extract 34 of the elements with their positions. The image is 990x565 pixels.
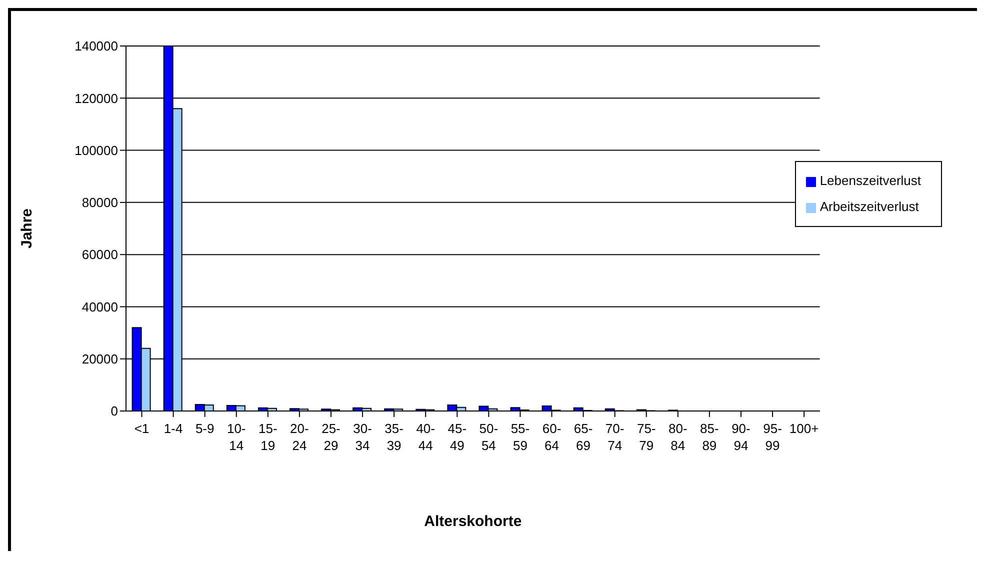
x-tick-label: 70-74 (605, 421, 624, 453)
x-tick-label: 100+ (789, 421, 819, 436)
x-tick-label: 40-44 (416, 421, 436, 453)
y-tick-label: 40000 (82, 299, 118, 314)
y-tick-label: 120000 (74, 90, 118, 106)
x-tick-label: 75-79 (636, 421, 656, 453)
x-tick-label: 50-54 (479, 421, 498, 453)
x-tick-label: 45-49 (448, 421, 467, 453)
x-axis-title: Alterskohorte (424, 513, 522, 530)
legend-label: Arbeitszeitverlust (820, 199, 919, 214)
x-tick-label: 80-84 (668, 421, 688, 453)
x-tick-label: 55-59 (510, 421, 530, 453)
x-tick-label: 20-24 (290, 421, 309, 453)
x-tick-label: 1-4 (164, 421, 183, 436)
x-tick-label: 60-64 (542, 421, 562, 453)
y-axis-title: Jahre (18, 208, 36, 249)
x-tick-label: 65-69 (574, 421, 593, 453)
x-tick-label: 25-29 (322, 421, 340, 453)
y-tick-label: 60000 (82, 247, 118, 262)
legend-label: Lebenszeitverlust (820, 173, 921, 188)
x-tick-label: 15-19 (258, 421, 278, 453)
y-tick-label: 20000 (82, 351, 118, 366)
x-tick-label: <1 (134, 421, 150, 436)
y-tick-label: 100000 (74, 142, 118, 158)
x-tick-label: 30-34 (353, 421, 372, 453)
y-tick-label: 80000 (82, 195, 118, 210)
x-tick-label: 95-99 (763, 421, 782, 453)
x-tick-label: 85-89 (700, 421, 719, 453)
x-tick-label: 90-94 (732, 421, 750, 453)
y-tick-label: 140000 (74, 38, 118, 54)
x-tick-label: 35-39 (384, 421, 404, 453)
x-tick-label: 10-14 (226, 421, 246, 453)
y-tick-label: 0 (110, 404, 118, 419)
x-tick-label: 5-9 (195, 421, 214, 436)
